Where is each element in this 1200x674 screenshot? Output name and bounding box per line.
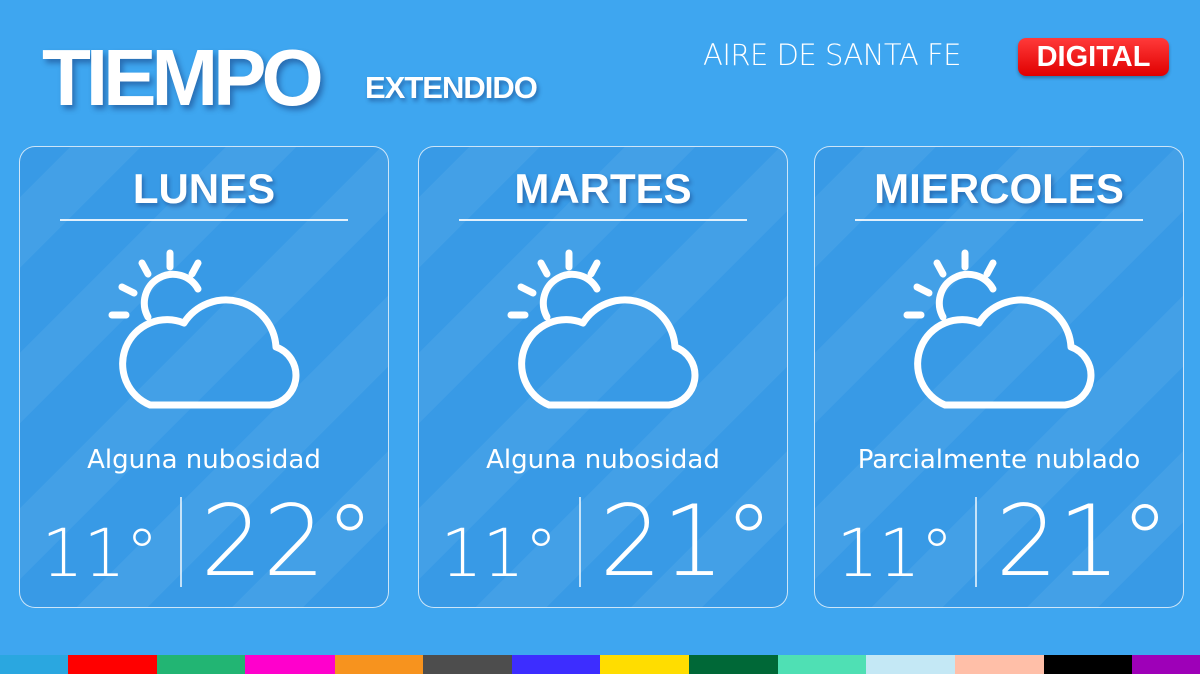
day-card: LUNES Alguna nubosidad 11° 22° <box>19 146 389 608</box>
brand-name: AIRE DE SANTA FE <box>703 38 961 72</box>
color-strip-segment <box>600 655 689 674</box>
min-temperature: 11° <box>836 515 954 592</box>
partly-cloudy-icon <box>507 249 699 409</box>
color-strip-segment <box>778 655 866 674</box>
day-name: MIERCOLES <box>874 165 1124 212</box>
partly-cloudy-icon <box>108 249 300 409</box>
min-temperature: 11° <box>41 515 159 592</box>
temperature-divider <box>180 497 182 587</box>
divider <box>459 219 747 221</box>
color-strip-segment <box>1132 655 1200 674</box>
page-title: TIEMPO <box>42 33 324 122</box>
weather-description: Alguna nubosidad <box>87 445 321 475</box>
max-temperature: 21° <box>599 485 774 599</box>
temperature-divider <box>975 497 977 587</box>
weather-description: Parcialmente nublado <box>857 445 1141 475</box>
divider <box>60 219 348 221</box>
page-subtitle: EXTENDIDO <box>365 70 538 105</box>
max-temperature: 21° <box>995 485 1170 599</box>
partly-cloudy-icon <box>903 249 1095 409</box>
day-name: MARTES <box>514 165 692 212</box>
color-strip-segment <box>866 655 955 674</box>
color-strip-segment <box>245 655 335 674</box>
max-temperature: 22° <box>200 485 375 599</box>
brand-badge: DIGITAL <box>1018 38 1169 76</box>
day-card: MARTES Alguna nubosidad 11° 21° <box>418 146 788 608</box>
color-strip-segment <box>335 655 423 674</box>
min-temperature: 11° <box>440 515 558 592</box>
divider <box>855 219 1143 221</box>
color-strip-segment <box>0 655 68 674</box>
color-strip-segment <box>157 655 245 674</box>
color-strip-segment <box>1044 655 1132 674</box>
color-strip <box>0 655 1200 674</box>
temperature-divider <box>579 497 581 587</box>
day-card: MIERCOLES Parcialmente nublado 11° 21° <box>814 146 1184 608</box>
color-strip-segment <box>68 655 157 674</box>
color-strip-segment <box>512 655 600 674</box>
color-strip-segment <box>423 655 512 674</box>
color-strip-segment <box>955 655 1044 674</box>
color-strip-segment <box>689 655 778 674</box>
weather-description: Alguna nubosidad <box>486 445 720 475</box>
day-name: LUNES <box>132 165 276 212</box>
